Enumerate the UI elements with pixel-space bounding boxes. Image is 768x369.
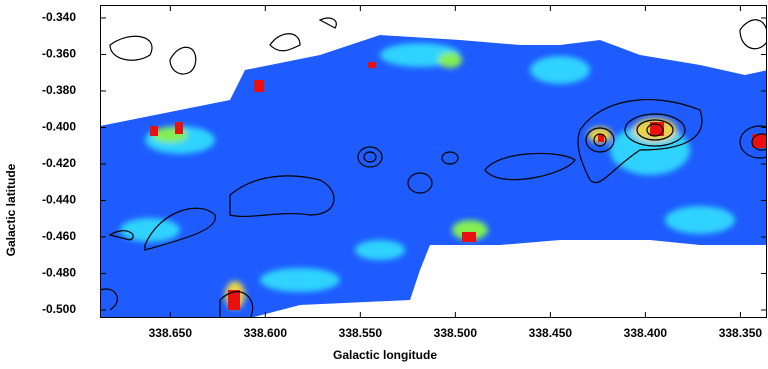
x-tick-label: 338.550	[339, 326, 383, 340]
map	[100, 18, 768, 318]
x-tick-label: 338.400	[624, 326, 668, 340]
y-tick-label: -0.340	[42, 10, 76, 24]
x-tick-label: 338.350	[719, 326, 763, 340]
x-axis-title: Galactic longitude	[333, 348, 437, 362]
y-tick-label: -0.360	[42, 47, 76, 61]
y-tick-label: -0.380	[42, 83, 76, 97]
y-tick-label: -0.420	[42, 156, 76, 170]
y-axis-title: Galactic latitude	[4, 163, 18, 256]
x-tick-label: 338.650	[149, 326, 193, 340]
y-tick-label: -0.500	[42, 302, 76, 316]
x-tick-label: 338.600	[244, 326, 288, 340]
x-tick-label: 338.500	[434, 326, 478, 340]
y-tick-label: -0.460	[42, 229, 76, 243]
y-tick-label: -0.480	[42, 266, 76, 280]
chart: 338.650 338.600 338.550 338.500 338.450 338.4…	[0, 0, 768, 364]
x-tick-label: 338.450	[529, 326, 573, 340]
y-tick-label: -0.400	[42, 120, 76, 134]
y-tick-label: -0.440	[42, 193, 76, 207]
